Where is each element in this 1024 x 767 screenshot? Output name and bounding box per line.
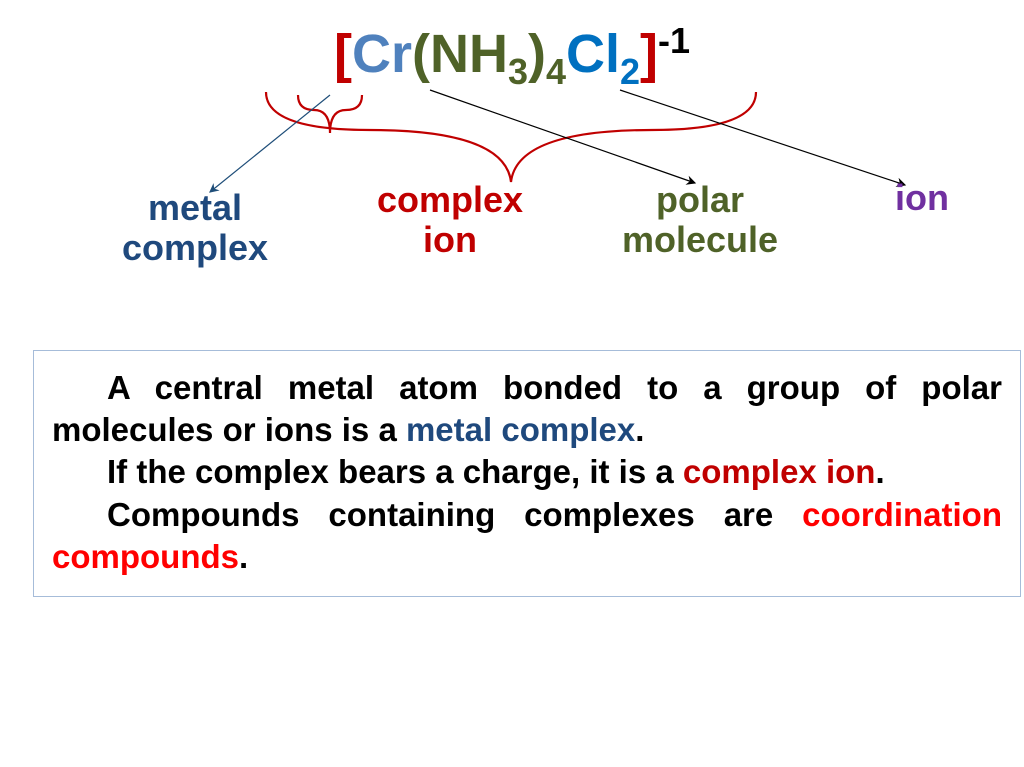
para-2: If the complex bears a charge, it is a c… bbox=[52, 451, 1002, 493]
definition-textbox: A central metal atom bonded to a group o… bbox=[33, 350, 1021, 597]
label-metal-complex: metal complex bbox=[105, 188, 285, 267]
para-3: Compounds containing complexes are coord… bbox=[52, 494, 1002, 578]
ligand-nh3: (NH3)4 bbox=[412, 24, 566, 84]
element-cr: Cr bbox=[352, 24, 412, 84]
brace-full bbox=[266, 92, 756, 182]
bracket-close: ] bbox=[640, 24, 658, 84]
charge: -1 bbox=[658, 20, 690, 61]
bracket-open: [ bbox=[334, 24, 352, 84]
label-ion: ion bbox=[882, 178, 962, 218]
arrow-ion bbox=[620, 90, 905, 185]
arrow-polar bbox=[430, 90, 695, 183]
para-1: A central metal atom bonded to a group o… bbox=[52, 367, 1002, 451]
brace-cr bbox=[298, 95, 362, 133]
term-complex-ion: complex ion bbox=[683, 453, 876, 490]
label-polar-molecule: polar molecule bbox=[600, 180, 800, 259]
ligand-cl: Cl2 bbox=[566, 24, 640, 84]
arrow-metal bbox=[210, 95, 330, 192]
term-metal-complex: metal complex bbox=[406, 411, 635, 448]
label-complex-ion: complex ion bbox=[360, 180, 540, 259]
chemical-formula: [Cr(NH3)4Cl2]-1 bbox=[0, 20, 1024, 93]
